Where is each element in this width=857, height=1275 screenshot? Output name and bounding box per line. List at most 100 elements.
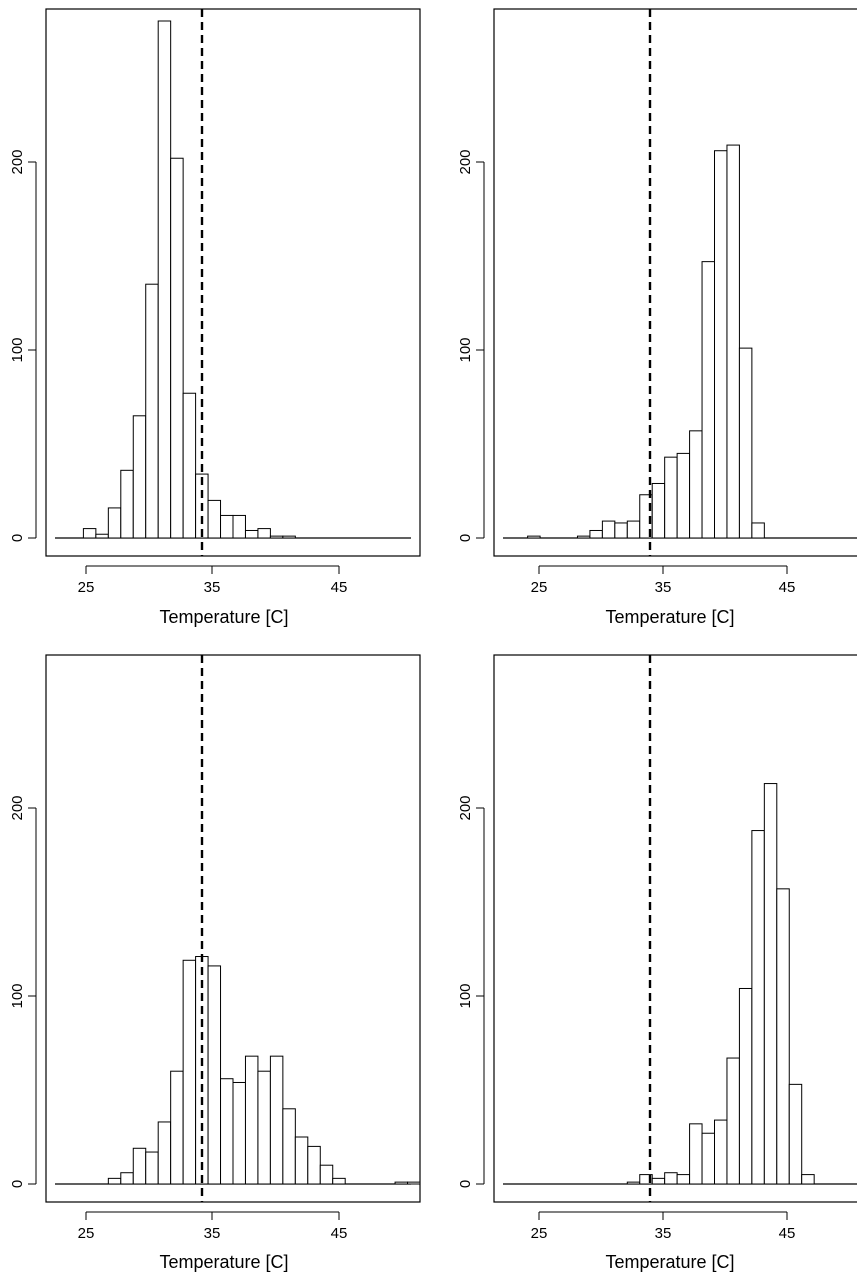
histogram-bars	[527, 144, 765, 539]
y-tick-label: 200	[9, 149, 26, 174]
y-tick-label: 100	[457, 337, 474, 362]
x-tick-label: 45	[779, 1225, 796, 1242]
histogram-bar	[726, 1057, 740, 1185]
histogram-bar	[157, 1121, 172, 1185]
y-tick-label: 0	[9, 534, 26, 542]
histogram-bar	[751, 522, 765, 539]
y-axis: 0 100 200	[457, 795, 485, 1188]
histogram-bars	[626, 783, 815, 1185]
histogram-bar	[182, 392, 197, 539]
histogram-bar	[244, 1055, 259, 1185]
histogram-bar	[120, 469, 134, 539]
histogram-bar	[726, 144, 740, 539]
x-tick-label: 25	[78, 1225, 95, 1242]
histogram-bar	[626, 1181, 641, 1185]
histogram-bar	[527, 535, 541, 539]
histogram-bar	[689, 430, 703, 539]
y-tick-label: 200	[9, 795, 26, 820]
histogram-bar	[664, 1172, 678, 1185]
histogram-bar	[751, 830, 765, 1185]
x-tick-label: 45	[331, 1225, 348, 1242]
histogram-bar	[651, 482, 666, 539]
x-tick-label: 25	[78, 579, 95, 596]
histogram-bar	[269, 1055, 284, 1185]
y-tick-label: 0	[9, 1180, 26, 1188]
histogram-bar	[145, 283, 159, 539]
histogram-bar	[220, 514, 234, 539]
histogram-bar	[714, 150, 728, 539]
y-tick-label: 100	[457, 983, 474, 1008]
x-axis-label: Temperature [C]	[605, 1252, 734, 1272]
histogram-bar	[157, 20, 172, 539]
y-tick-label: 200	[457, 795, 474, 820]
y-tick-label: 100	[9, 983, 26, 1008]
x-axis: 25 35 45 Temperature [C]	[78, 565, 348, 627]
plot-frame	[45, 654, 421, 1203]
histogram-bars	[107, 956, 421, 1185]
histogram-bar	[714, 1119, 728, 1185]
histogram-bar	[269, 535, 284, 539]
histogram-bar	[701, 1132, 716, 1185]
plot-frame	[493, 8, 857, 557]
x-tick-label: 25	[531, 579, 548, 596]
y-axis: 0 100 200	[9, 795, 37, 1188]
histogram-panel-bottom-right: 25 35 45 Temperature [C] 0 100 200	[457, 654, 857, 1272]
x-tick-label: 45	[331, 579, 348, 596]
x-tick-label: 35	[655, 579, 672, 596]
histogram-bar	[107, 1177, 122, 1185]
histogram-bar	[614, 522, 628, 539]
histogram-bar	[601, 520, 616, 539]
histogram-panel-top-left: 25 35 45 Temperature [C] 0 100 200	[9, 8, 421, 627]
histogram-bar	[207, 965, 222, 1185]
histogram-bar	[182, 959, 197, 1185]
histogram-bar	[651, 1177, 666, 1185]
histogram-bar	[257, 528, 271, 539]
y-tick-label: 200	[457, 149, 474, 174]
histogram-bar	[676, 1174, 691, 1185]
histogram-bar	[145, 1151, 159, 1185]
x-tick-label: 35	[204, 1225, 221, 1242]
y-tick-label: 0	[457, 1180, 474, 1188]
histogram-panel-bottom-left: 25 35 45 Temperature [C] 0 100 200	[9, 654, 421, 1272]
x-tick-label: 45	[779, 579, 796, 596]
x-tick-label: 35	[204, 579, 221, 596]
x-tick-label: 35	[655, 1225, 672, 1242]
x-axis-label: Temperature [C]	[159, 1252, 288, 1272]
y-axis: 0 100 200	[457, 149, 485, 542]
histogram-bar	[170, 1070, 184, 1185]
histogram-bar	[407, 1181, 421, 1185]
plot-frame	[493, 654, 857, 1203]
histogram-bar	[257, 1070, 271, 1185]
histogram-bar	[776, 888, 790, 1185]
histogram-bar	[589, 529, 603, 539]
histogram-bar	[576, 535, 591, 539]
histogram-bar	[738, 347, 753, 539]
histogram-bar	[82, 528, 97, 539]
histogram-bar	[95, 533, 109, 539]
histogram-bar	[319, 1164, 334, 1185]
histogram-bar	[676, 452, 691, 539]
histogram-bar	[394, 1181, 409, 1185]
plot-frame	[45, 8, 421, 557]
histogram-bar	[170, 157, 184, 539]
histogram-bar	[801, 1174, 815, 1185]
x-axis: 25 35 45 Temperature [C]	[531, 565, 796, 627]
histogram-bar	[626, 520, 641, 539]
histogram-bar	[207, 499, 222, 539]
x-axis-label: Temperature [C]	[605, 607, 734, 627]
y-tick-label: 0	[457, 534, 474, 542]
x-axis-label: Temperature [C]	[159, 607, 288, 627]
histogram-bar	[132, 1147, 147, 1185]
histogram-bar	[232, 514, 246, 539]
histogram-bar	[738, 987, 753, 1185]
y-tick-label: 100	[9, 337, 26, 362]
x-tick-label: 25	[531, 1225, 548, 1242]
histogram-bar	[244, 529, 259, 539]
histogram-bar	[689, 1123, 703, 1185]
histogram-bars	[82, 20, 296, 539]
x-axis: 25 35 45 Temperature [C]	[531, 1211, 796, 1272]
histogram-panel-top-right: 25 35 45 Temperature [C] 0 100 200	[457, 8, 857, 627]
histogram-bar	[220, 1078, 234, 1185]
x-axis: 25 35 45 Temperature [C]	[78, 1211, 348, 1272]
